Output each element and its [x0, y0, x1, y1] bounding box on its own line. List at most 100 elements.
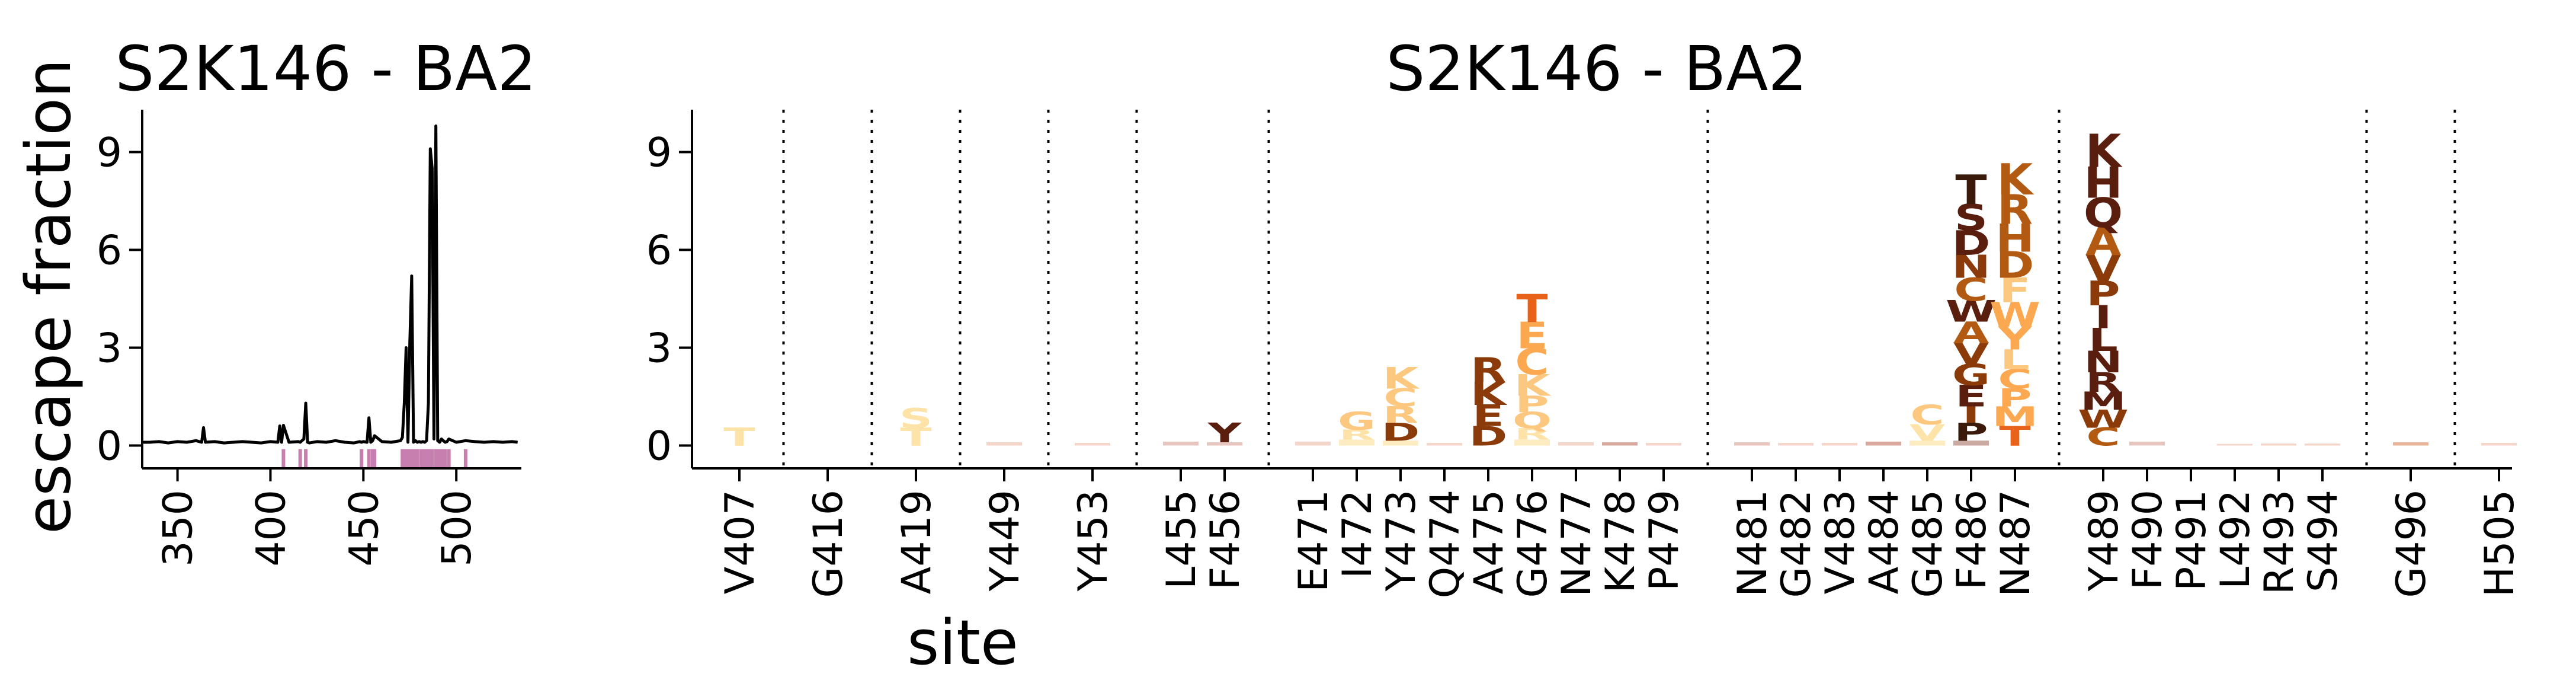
site-tick-label: R493 [2256, 490, 2303, 595]
site-tick-label: A419 [893, 490, 940, 594]
logo-letter: P [1954, 417, 1988, 446]
site-tick-label: Y453 [1070, 490, 1117, 592]
left-x-tick-label: 350 [155, 490, 202, 567]
logo-letter: C [1910, 400, 1944, 431]
logo-letter-sliver [1602, 442, 1638, 446]
highlight-site-bar [421, 449, 425, 468]
right-y-tick-label: 0 [646, 423, 672, 470]
logo-letter-sliver [1295, 441, 1331, 446]
site-tick-label: V483 [1817, 490, 1864, 594]
line-plot-panel: S2K146 - BA2 escape fraction 0 3 6 9 350 400… [12, 33, 537, 567]
highlight-site-bar [412, 449, 416, 468]
logo-letter: R [1339, 427, 1374, 443]
highlight-site-bar [415, 449, 419, 468]
site-tick-label: F486 [1949, 490, 1995, 590]
logo-letter: Y [1207, 417, 1242, 449]
logo-letter: T [1955, 167, 1987, 215]
logo-letter: E [1472, 399, 1504, 433]
logo-letter-sliver [1866, 441, 1901, 446]
logo-letter: R [1383, 402, 1418, 428]
highlight-site-bar [371, 449, 375, 468]
highlight-site-bar [437, 449, 441, 468]
site-tick-label: A475 [1466, 490, 1513, 594]
left-axes [141, 110, 521, 470]
logo-letter: E [1516, 315, 1547, 357]
highlight-site-bar [373, 449, 377, 468]
logo-letter: D [1996, 244, 2034, 287]
logo-letter: C [1998, 364, 2032, 395]
left-x-tick-label: 500 [434, 490, 480, 567]
logo-letter: T [1999, 421, 2031, 452]
logo-letter-sliver [2305, 443, 2340, 446]
site-tick-label: P491 [2168, 490, 2215, 591]
logo-letter: T [900, 423, 932, 452]
left-title: S2K146 - BA2 [115, 33, 536, 105]
site-tick-label: G485 [1905, 490, 1952, 598]
logo-letter-sliver [1646, 443, 1681, 446]
logo-letter: G [1338, 407, 1376, 436]
right-title: S2K146 - BA2 [1386, 33, 1807, 105]
highlight-site-bar [435, 449, 440, 468]
site-tick-label: F490 [2125, 490, 2171, 590]
highlight-site-bar [443, 449, 447, 468]
logo-letter: F [1999, 271, 2030, 311]
logo-letter-sliver [1822, 443, 1857, 446]
site-tick-label: N487 [1992, 490, 2039, 597]
site-tick-label: G476 [1510, 490, 1556, 598]
logo-letter: R [1470, 351, 1506, 391]
right-y-tick-label: 9 [646, 130, 672, 177]
site-tick-label: Y449 [982, 490, 1029, 592]
site-tick-label: G496 [2388, 490, 2435, 598]
highlight-site-bar [427, 449, 431, 468]
logo-letter-sliver [1339, 439, 1374, 446]
logo-letter: R [2085, 367, 2121, 398]
logo-letter: V [1909, 420, 1946, 446]
logo-letter: T [1516, 286, 1547, 331]
logo-letter: C [2086, 423, 2120, 452]
logo-letter: H [2084, 158, 2122, 208]
site-tick-label: L455 [1158, 490, 1205, 589]
site-separators [782, 110, 2456, 468]
logo-letter: K [2085, 125, 2123, 178]
site-tick-label: P479 [1641, 490, 1688, 591]
logo-letter: W [1946, 295, 1997, 329]
logo-letter: V [2085, 247, 2121, 290]
logo-letter-sliver [1734, 442, 1770, 446]
site-tick-label: I472 [1334, 490, 1381, 579]
logo-letter: K [1514, 369, 1552, 403]
x-axis-label: site [907, 606, 1018, 679]
site-tick-label: N481 [1729, 490, 1776, 597]
highlight-site-bar [408, 449, 412, 468]
logo-letter-sliver [1207, 442, 1242, 446]
logo-letter: W [1989, 295, 2040, 335]
logo-letter-sliver [986, 442, 1022, 446]
left-x-tick-label: 450 [341, 490, 387, 567]
logo-letter: S [1955, 197, 1988, 240]
logo-letter-sliver [2129, 441, 2165, 446]
right-y-tick-label: 3 [646, 325, 672, 372]
site-tick-label: V407 [717, 490, 764, 594]
site-tick-label: F456 [1202, 490, 1249, 590]
logo-letter-sliver [2217, 443, 2253, 446]
highlight-site-bar [281, 449, 286, 468]
site-tick-label: A484 [1861, 490, 1908, 594]
logo-letter: L [2000, 344, 2030, 376]
logo-letter: A [1953, 316, 1989, 350]
highlight-site-bar [402, 449, 406, 468]
logo-letter: G [1952, 358, 1990, 392]
highlight-site-bar [406, 449, 410, 468]
highlight-site-bar [440, 449, 444, 468]
logo-letter: M [2080, 387, 2126, 416]
left-y-tick-label: 0 [97, 423, 122, 470]
logo-letter: K [1470, 375, 1508, 412]
logo-plot-panel: S2K146 - BA2 site T TS Y RG DRCKDEKRRQPKCETV… [646, 33, 2523, 679]
site-tick-label: Y473 [1378, 490, 1425, 592]
highlight-site-bar [428, 449, 432, 468]
highlight-site-bar [422, 449, 427, 468]
logo-letter: C [1515, 341, 1549, 384]
logo-letter-sliver [1163, 441, 1199, 446]
logo-letter: Q [2084, 190, 2123, 237]
right-y-ticks: 0 3 6 9 [646, 130, 692, 470]
site-tick-label: E471 [1290, 490, 1337, 592]
logo-letter: I [1962, 402, 1979, 428]
